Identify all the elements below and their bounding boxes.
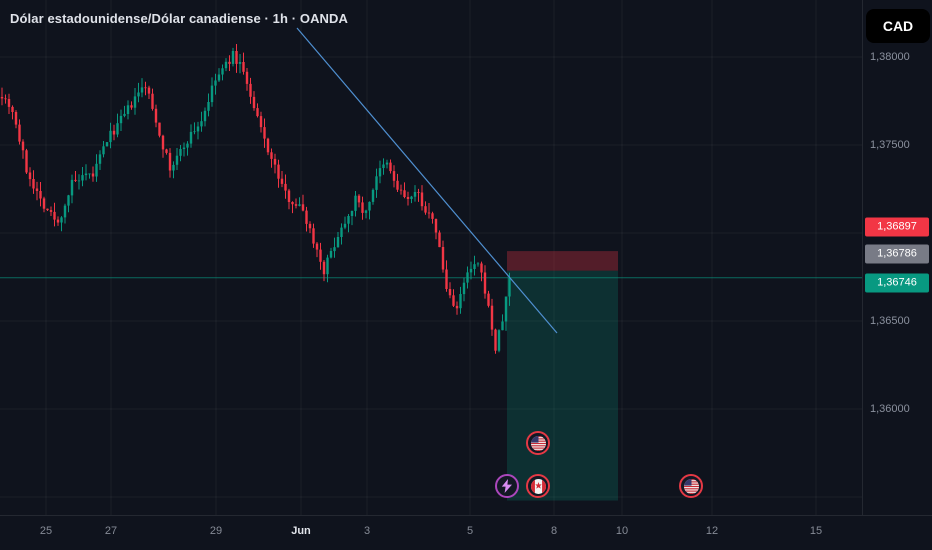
time-axis-label: 29	[209, 525, 223, 537]
time-axis-label: Jun	[291, 525, 311, 537]
us-flag-icon	[530, 435, 546, 451]
position-tool-reward-box[interactable]	[507, 270, 618, 501]
time-axis-label: 8	[550, 525, 558, 537]
time-axis-label: 3	[363, 525, 371, 537]
volatility-event-marker[interactable]	[495, 474, 519, 498]
us-economic-event-marker-2[interactable]	[679, 474, 703, 498]
time-axis-label: 12	[705, 525, 719, 537]
time-axis-label: 25	[39, 525, 53, 537]
time-axis-label: 15	[809, 525, 823, 537]
us-flag-icon	[683, 478, 699, 494]
grid	[0, 0, 862, 515]
price-axis-label: 1,36000	[870, 403, 910, 415]
lightning-icon	[501, 479, 513, 493]
price-axis-label: 1,37500	[870, 139, 910, 151]
entry-price-label: 1,36786	[865, 244, 929, 264]
chart-canvas[interactable]: Dólar estadounidense/Dólar canadiense · …	[0, 0, 862, 515]
canada-economic-event-marker[interactable]	[526, 474, 550, 498]
chart-plot[interactable]	[0, 0, 862, 515]
candlestick-series	[0, 44, 511, 354]
trendline[interactable]	[296, 27, 558, 334]
time-axis-label: 5	[466, 525, 474, 537]
time-axis[interactable]: 25 27 29 Jun 3 5 8 10 12 15	[0, 515, 932, 550]
price-axis[interactable]: 1,38000 1,37500 1,36500 1,36000 1,36897 1,367…	[862, 0, 932, 515]
us-economic-event-marker[interactable]	[526, 431, 550, 455]
price-axis-label: 1,36500	[870, 315, 910, 327]
symbol-legend[interactable]: Dólar estadounidense/Dólar canadiense · …	[10, 11, 349, 26]
last-price-label: 1,36746	[865, 273, 929, 293]
position-tool-risk-box[interactable]	[507, 251, 618, 271]
canada-flag-icon	[530, 478, 546, 494]
currency-unit-button[interactable]: CAD	[866, 9, 930, 43]
stop-price-label: 1,36897	[865, 217, 929, 237]
time-axis-label: 10	[615, 525, 629, 537]
price-axis-label: 1,38000	[870, 51, 910, 63]
time-axis-label: 27	[104, 525, 118, 537]
